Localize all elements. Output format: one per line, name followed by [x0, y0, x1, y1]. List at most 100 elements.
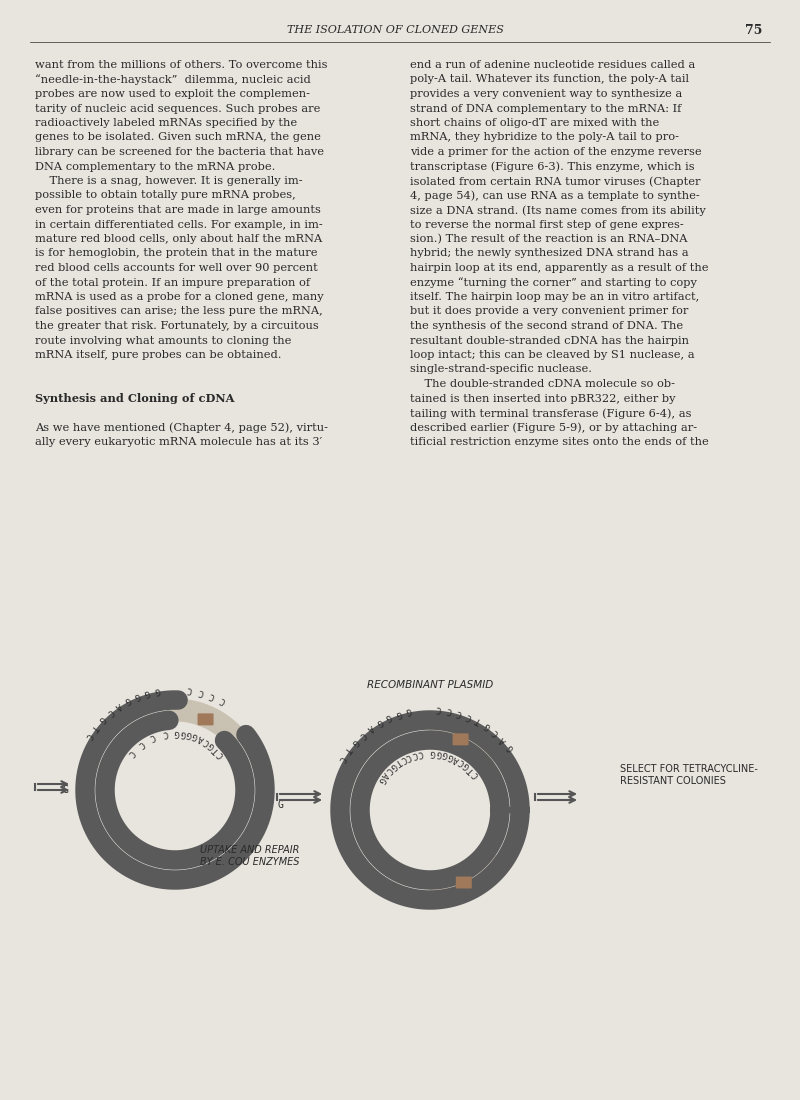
Text: G: G: [483, 720, 492, 732]
Text: G: G: [406, 705, 412, 715]
Text: C: C: [410, 749, 418, 759]
Text: the greater that risk. Fortunately, by a circuitous: the greater that risk. Fortunately, by a…: [35, 321, 318, 331]
Text: C: C: [105, 706, 114, 717]
Text: There is a snag, however. It is generally im-: There is a snag, however. It is generall…: [35, 176, 302, 186]
Text: C: C: [458, 757, 467, 767]
Text: As we have mentioned (Chapter 4, page 52), virtu-: As we have mentioned (Chapter 4, page 52…: [35, 422, 328, 433]
Text: itself. The hairpin loop may be an in vitro artifact,: itself. The hairpin loop may be an in vi…: [410, 292, 699, 302]
Text: G: G: [207, 740, 217, 750]
Text: short chains of oligo-dT are mixed with the: short chains of oligo-dT are mixed with …: [410, 118, 659, 128]
Text: C: C: [83, 732, 94, 740]
Text: G: G: [180, 728, 186, 737]
Text: library can be screened for the bacteria that have: library can be screened for the bacteria…: [35, 147, 324, 157]
Text: C: C: [148, 732, 156, 741]
Text: A: A: [452, 754, 462, 763]
FancyBboxPatch shape: [456, 877, 472, 889]
Text: A: A: [379, 769, 390, 779]
Text: mature red blood cells, only about half the mRNA: mature red blood cells, only about half …: [35, 234, 322, 244]
Text: T: T: [342, 745, 353, 755]
Text: The double-stranded cDNA molecule so ob-: The double-stranded cDNA molecule so ob-: [410, 379, 675, 389]
Text: A: A: [498, 734, 509, 745]
Text: A: A: [197, 733, 206, 744]
Text: UPTAKE AND REPAIR
BY E. COU ENZYMES: UPTAKE AND REPAIR BY E. COU ENZYMES: [200, 845, 300, 867]
Text: G: G: [186, 729, 194, 739]
Text: ally every eukaryotic mRNA molecule has at its 3′: ally every eukaryotic mRNA molecule has …: [35, 437, 322, 447]
Text: hairpin loop at its end, apparently as a result of the: hairpin loop at its end, apparently as a…: [410, 263, 709, 273]
Text: G: G: [174, 727, 180, 737]
Text: T: T: [393, 757, 402, 767]
Text: C: C: [455, 707, 463, 717]
Text: false positives can arise; the less pure the mRNA,: false positives can arise; the less pure…: [35, 307, 322, 317]
Text: the synthesis of the second strand of DNA. The: the synthesis of the second strand of DN…: [410, 321, 683, 331]
FancyBboxPatch shape: [198, 714, 214, 725]
Text: C: C: [491, 727, 501, 737]
Text: loop intact; this can be cleaved by S1 nuclease, a: loop intact; this can be cleaved by S1 n…: [410, 350, 694, 360]
Text: provides a very convenient way to synthesize a: provides a very convenient way to synthe…: [410, 89, 682, 99]
Text: C: C: [215, 749, 226, 759]
Text: G: G: [374, 716, 383, 727]
Text: tarity of nucleic acid sequences. Such probes are: tarity of nucleic acid sequences. Such p…: [35, 103, 320, 113]
Text: C: C: [186, 684, 193, 694]
Text: C: C: [404, 751, 413, 761]
Text: G: G: [122, 695, 131, 705]
Text: route involving what amounts to cloning the: route involving what amounts to cloning …: [35, 336, 291, 345]
Text: G: G: [388, 760, 398, 771]
Text: probes are now used to exploit the complemen-: probes are now used to exploit the compl…: [35, 89, 310, 99]
Text: transcriptase (Figure 6-3). This enzyme, which is: transcriptase (Figure 6-3). This enzyme,…: [410, 162, 694, 172]
Text: T: T: [466, 764, 477, 774]
Text: C: C: [383, 764, 394, 774]
Text: G: G: [447, 751, 455, 761]
Text: tained is then inserted into pBR322, either by: tained is then inserted into pBR322, eit…: [410, 394, 675, 404]
Text: G: G: [375, 774, 386, 784]
Text: G: G: [191, 730, 200, 741]
Text: possible to obtain totally pure mRNA probes,: possible to obtain totally pure mRNA pro…: [35, 190, 296, 200]
Text: single-strand-specific nuclease.: single-strand-specific nuclease.: [410, 364, 592, 374]
Text: Synthesis and Cloning of cDNA: Synthesis and Cloning of cDNA: [35, 394, 234, 405]
Text: “needle-in-the-haystack”  dilemma, nucleic acid: “needle-in-the-haystack” dilemma, nuclei…: [35, 75, 310, 86]
Text: C: C: [417, 748, 423, 758]
Text: to reverse the normal first step of gene expres-: to reverse the normal first step of gene…: [410, 220, 684, 230]
Text: want from the millions of others. To overcome this: want from the millions of others. To ove…: [35, 60, 327, 70]
Text: C: C: [197, 686, 205, 696]
Text: C: C: [202, 736, 211, 747]
Text: vide a primer for the action of the enzyme reverse: vide a primer for the action of the enzy…: [410, 147, 702, 157]
Text: T: T: [474, 715, 483, 726]
Text: mRNA, they hybridize to the poly-A tail to pro-: mRNA, they hybridize to the poly-A tail …: [410, 132, 679, 143]
Text: hybrid; the newly synthesized DNA strand has a: hybrid; the newly synthesized DNA strand…: [410, 249, 689, 258]
Text: A: A: [366, 723, 375, 733]
Text: G: G: [133, 690, 141, 701]
Text: C: C: [208, 690, 216, 701]
Text: G: G: [394, 708, 402, 718]
Text: 75: 75: [745, 23, 762, 36]
Text: C: C: [337, 755, 347, 763]
Text: is for hemoglobin, the protein that in the mature: is for hemoglobin, the protein that in t…: [35, 249, 318, 258]
Text: genes to be isolated. Given such mRNA, the gene: genes to be isolated. Given such mRNA, t…: [35, 132, 321, 143]
Text: C: C: [357, 729, 366, 739]
Text: G: G: [277, 800, 283, 810]
Text: tificial restriction enzyme sites onto the ends of the: tificial restriction enzyme sites onto t…: [410, 437, 709, 447]
Text: C: C: [465, 711, 474, 720]
Text: sion.) The result of the reaction is an RNA–DNA: sion.) The result of the reaction is an …: [410, 234, 687, 244]
Text: but it does provide a very convenient primer for: but it does provide a very convenient pr…: [410, 307, 688, 317]
Text: C: C: [436, 704, 442, 713]
Text: G: G: [462, 760, 472, 771]
Text: RECOMBINANT PLASMID: RECOMBINANT PLASMID: [367, 680, 493, 690]
Text: in certain differentiated cells. For example, in im-: in certain differentiated cells. For exa…: [35, 220, 322, 230]
Text: G: G: [430, 747, 436, 757]
Text: G: G: [442, 749, 449, 759]
Text: even for proteins that are made in large amounts: even for proteins that are made in large…: [35, 205, 321, 214]
Text: described earlier (Figure 5-9), or by attaching ar-: described earlier (Figure 5-9), or by at…: [410, 422, 697, 433]
Text: C: C: [446, 705, 453, 715]
Text: THE ISOLATION OF CLONED GENES: THE ISOLATION OF CLONED GENES: [286, 25, 503, 35]
Text: red blood cells accounts for well over 90 percent: red blood cells accounts for well over 9…: [35, 263, 318, 273]
Text: mRNA is used as a probe for a cloned gene, many: mRNA is used as a probe for a cloned gen…: [35, 292, 324, 302]
Text: T: T: [211, 745, 222, 755]
Text: G: G: [436, 748, 442, 758]
Text: size a DNA strand. (Its name comes from its ability: size a DNA strand. (Its name comes from …: [410, 205, 706, 216]
Text: G: G: [62, 785, 68, 795]
Text: end a run of adenine nucleotide residues called a: end a run of adenine nucleotide residues…: [410, 60, 695, 70]
Text: poly-A tail. Whatever its function, the poly-A tail: poly-A tail. Whatever its function, the …: [410, 75, 689, 85]
Text: mRNA itself, pure probes can be obtained.: mRNA itself, pure probes can be obtained…: [35, 350, 282, 360]
Text: 4, page 54), can use RNA as a template to synthe-: 4, page 54), can use RNA as a template t…: [410, 190, 700, 201]
Text: G: G: [97, 714, 106, 724]
